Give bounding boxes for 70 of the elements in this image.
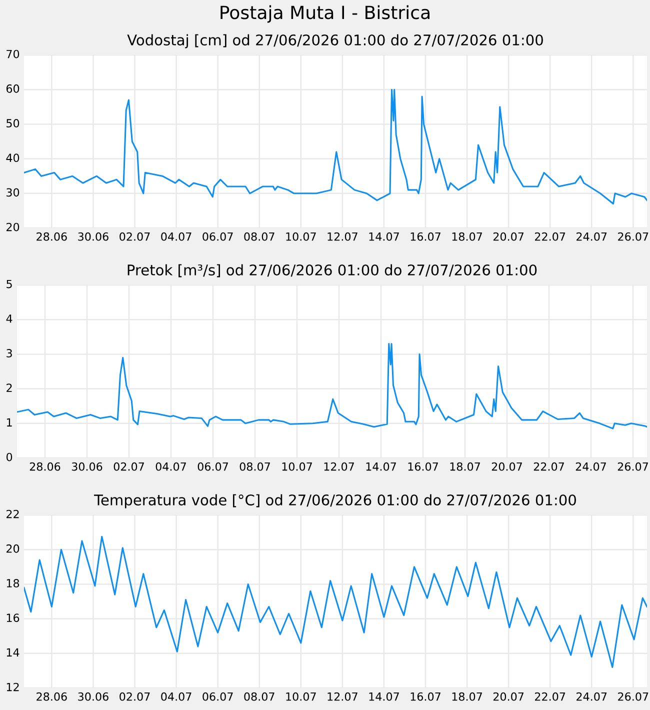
x-tick-label: 04.07 — [161, 232, 192, 241]
line-series — [17, 343, 647, 430]
x-tick-label: 14.07 — [369, 692, 399, 701]
y-tick-label: 30 — [6, 188, 20, 197]
x-tick-label: 28.06 — [36, 232, 67, 241]
chart-title: Pretok [m³/s] od 27/06/2026 01:00 do 27/07/2026 01:00 — [128, 264, 537, 278]
y-tick-label: 40 — [6, 154, 20, 162]
x-tick-label: 24.07 — [576, 232, 607, 241]
chart-title: Postaja Muta I - Bistrica — [220, 5, 430, 23]
chart-subtitle: Vodostaj [cm] od 27/06/2026 01:00 do 27/07/2026 01:00 — [127, 34, 543, 48]
x-tick-label: 30.06 — [72, 462, 102, 471]
x-tick-label: 06.07 — [202, 692, 233, 701]
x-tick-label: 08.07 — [244, 232, 274, 241]
x-tick-label: 26.07 — [618, 692, 648, 701]
x-tick-label: 24.07 — [576, 462, 606, 471]
x-tick-label: 30.06 — [78, 232, 108, 241]
y-tick-label: 16 — [6, 614, 20, 622]
y-tick-label: 5 — [6, 280, 12, 288]
line-series — [24, 88, 647, 205]
y-tick-label: 0 — [6, 452, 12, 462]
x-tick-label: 02.07 — [114, 462, 144, 471]
x-tick-label: 16.07 — [410, 232, 440, 241]
x-tick-label: 28.06 — [36, 692, 67, 701]
x-tick-label: 10.07 — [286, 692, 316, 701]
x-tick-label: 12.07 — [324, 462, 354, 471]
line-series — [24, 536, 647, 668]
x-tick-label: 02.07 — [120, 232, 150, 241]
y-tick-label: 14 — [6, 648, 20, 656]
y-tick-label: 3 — [6, 349, 12, 358]
x-tick-label: 14.07 — [369, 232, 399, 241]
x-tick-label: 14.07 — [366, 462, 396, 471]
x-tick-label: 06.07 — [202, 232, 233, 241]
x-tick-label: 18.07 — [452, 232, 482, 241]
y-tick-label: 4 — [6, 314, 12, 323]
x-tick-label: 20.07 — [493, 692, 524, 701]
x-tick-label: 26.07 — [618, 462, 648, 471]
x-tick-label: 12.07 — [328, 232, 358, 241]
y-tick-label: 22 — [6, 510, 19, 518]
y-tick-label: 1 — [6, 418, 12, 426]
x-tick-label: 18.07 — [452, 692, 482, 701]
y-tick-label: 60 — [6, 84, 20, 93]
x-tick-label: 22.07 — [535, 692, 566, 701]
x-tick-label: 16.07 — [408, 462, 438, 471]
x-tick-label: 22.07 — [534, 462, 564, 471]
x-tick-label: 16.07 — [410, 692, 440, 701]
x-tick-label: 02.07 — [120, 692, 150, 701]
y-tick-label: 70 — [6, 50, 20, 58]
y-tick-label: 50 — [6, 119, 20, 128]
x-tick-label: 08.07 — [244, 692, 274, 701]
x-tick-label: 26.07 — [618, 232, 648, 241]
x-tick-label: 24.07 — [576, 692, 607, 701]
x-tick-label: 28.06 — [30, 462, 60, 471]
x-tick-label: 18.07 — [450, 462, 480, 471]
x-tick-label: 04.07 — [156, 462, 186, 471]
x-tick-label: 08.07 — [240, 462, 270, 471]
y-tick-label: 20 — [6, 544, 20, 553]
x-tick-label: 04.07 — [161, 692, 192, 701]
x-tick-label: 20.07 — [493, 232, 524, 241]
chart-title: Temperatura vode [°C] od 27/06/2026 01:00 do 27/07/2026 01:00 — [94, 494, 576, 508]
x-tick-label: 22.07 — [535, 232, 566, 241]
x-tick-label: 12.07 — [328, 692, 358, 701]
y-tick-label: 12 — [6, 682, 19, 692]
x-tick-label: 20.07 — [492, 462, 522, 471]
y-tick-label: 18 — [6, 579, 20, 588]
x-tick-label: 10.07 — [282, 462, 312, 471]
x-tick-label: 06.07 — [198, 462, 228, 471]
y-tick-label: 2 — [6, 384, 12, 392]
x-tick-label: 10.07 — [286, 232, 316, 241]
x-tick-label: 30.06 — [78, 692, 108, 701]
y-tick-label: 20 — [6, 222, 20, 232]
